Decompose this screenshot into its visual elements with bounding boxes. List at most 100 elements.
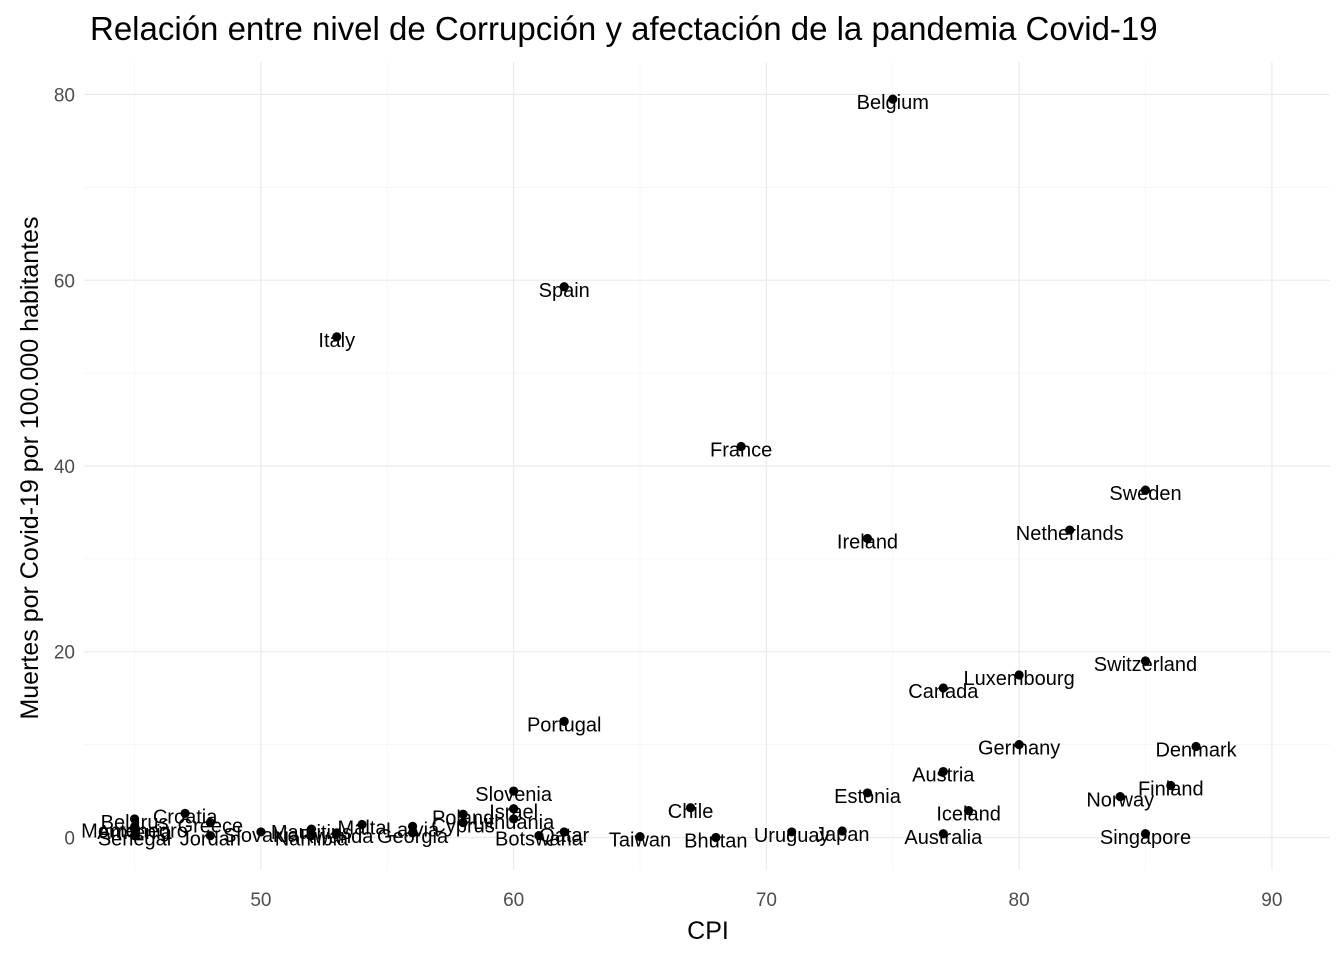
data-label: Rwanda — [300, 826, 374, 848]
data-point — [1140, 485, 1151, 495]
data-point — [1014, 740, 1024, 750]
data-point — [635, 831, 645, 842]
x-tick-label: 80 — [1009, 890, 1030, 911]
y-tick-label: 0 — [64, 828, 75, 849]
data-point — [458, 818, 468, 828]
data-point — [1140, 829, 1151, 839]
data-label: Cyprus — [431, 816, 494, 838]
data-label: Taiwan — [609, 830, 671, 852]
data-point — [685, 803, 696, 813]
data-label: Finland — [1138, 778, 1204, 800]
data-label: Mauritius — [271, 822, 352, 844]
data-point — [509, 814, 519, 824]
data-point — [559, 716, 569, 727]
data-label: Botswana — [495, 829, 584, 851]
data-label: Portugal — [527, 714, 602, 736]
data-point — [1166, 780, 1176, 791]
data-point — [407, 828, 418, 838]
data-label: Senegal — [98, 829, 171, 851]
data-point — [787, 827, 797, 837]
data-label: Switzerland — [1094, 654, 1197, 676]
data-point — [256, 827, 266, 837]
data-label: Armenia — [97, 822, 172, 844]
data-label: Slovakia — [223, 825, 299, 847]
data-point — [129, 814, 140, 824]
data-label: Belgium — [857, 92, 929, 114]
data-label: Luxembourg — [964, 668, 1075, 690]
data-label: Qatar — [539, 825, 589, 847]
data-point — [205, 831, 215, 841]
data-label: Greece — [178, 816, 244, 838]
data-label: Singapore — [1100, 827, 1191, 849]
data-point — [559, 827, 569, 837]
data-point — [332, 828, 342, 838]
data-point — [1014, 670, 1024, 680]
tick-labels: 50 60 70 80 90 0 20 40 60 80 — [54, 86, 1283, 911]
data-label: Belarus — [101, 812, 169, 834]
data-point — [938, 766, 948, 777]
data-point — [938, 683, 948, 693]
data-point — [888, 94, 898, 104]
data-label: Canada — [908, 681, 979, 703]
data-label: Jordan — [180, 829, 241, 851]
data-label: Slovenia — [475, 784, 553, 806]
data-point — [407, 821, 418, 831]
data-point — [559, 282, 569, 292]
data-label: Latvia — [386, 819, 440, 841]
data-label: Montenegro — [81, 820, 188, 842]
data-point — [711, 832, 721, 843]
data-label: Georgia — [377, 826, 449, 848]
data-point — [1065, 525, 1075, 535]
data-point — [180, 808, 190, 818]
y-tick-label: 20 — [54, 643, 75, 664]
y-tick-label: 80 — [54, 86, 75, 107]
data-label: Norway — [1086, 790, 1154, 812]
data-label: Sweden — [1109, 483, 1181, 505]
data-point — [509, 786, 519, 796]
data-label: Iceland — [936, 804, 1001, 826]
data-point — [129, 824, 140, 834]
grid — [84, 62, 1330, 870]
data-point — [837, 826, 847, 836]
data-point — [736, 441, 746, 452]
data-label: Denmark — [1155, 739, 1237, 761]
data-label: France — [710, 439, 772, 461]
data-point — [963, 805, 974, 816]
data-label: Lithuania — [473, 812, 555, 834]
data-point — [938, 829, 948, 839]
data-label: Germany — [978, 738, 1060, 760]
data-label: Italy — [318, 330, 355, 352]
y-axis-title: Muertes por Covid-19 por 100.000 habitan… — [16, 216, 44, 719]
data-label: Poland — [432, 807, 494, 829]
data-label: Austria — [912, 765, 975, 787]
data-label: Australia — [904, 827, 983, 849]
data-point — [306, 831, 317, 841]
data-point — [1115, 792, 1125, 802]
data-label: Croatia — [153, 806, 218, 828]
data-point — [357, 819, 367, 830]
x-tick-label: 70 — [756, 890, 777, 911]
data-label: Israel — [489, 802, 538, 824]
data-label: Netherlands — [1016, 523, 1124, 545]
data-label: Ireland — [837, 531, 898, 553]
x-tick-label: 90 — [1261, 890, 1282, 911]
data-point — [205, 818, 215, 828]
data-label: Malta — [338, 817, 388, 839]
data-point — [534, 831, 544, 841]
x-axis-title: CPI — [687, 917, 729, 945]
chart-title: Relación entre nivel de Corrupción y afe… — [90, 10, 1158, 47]
data-point — [509, 804, 519, 814]
data-point — [129, 831, 140, 841]
data-label: Chile — [668, 801, 714, 823]
data-label: Bhutan — [684, 830, 747, 852]
x-tick-label: 60 — [503, 890, 524, 911]
data-point — [862, 533, 873, 544]
data-point — [1140, 656, 1151, 666]
y-tick-label: 60 — [54, 271, 75, 292]
data-point — [862, 788, 873, 798]
data-point — [306, 824, 317, 834]
data-label: Spain — [539, 280, 590, 302]
data-labels: Belgium Spain Italy France Sweden Netherlands… — [81, 92, 1237, 852]
data-label: Japan — [815, 824, 870, 846]
